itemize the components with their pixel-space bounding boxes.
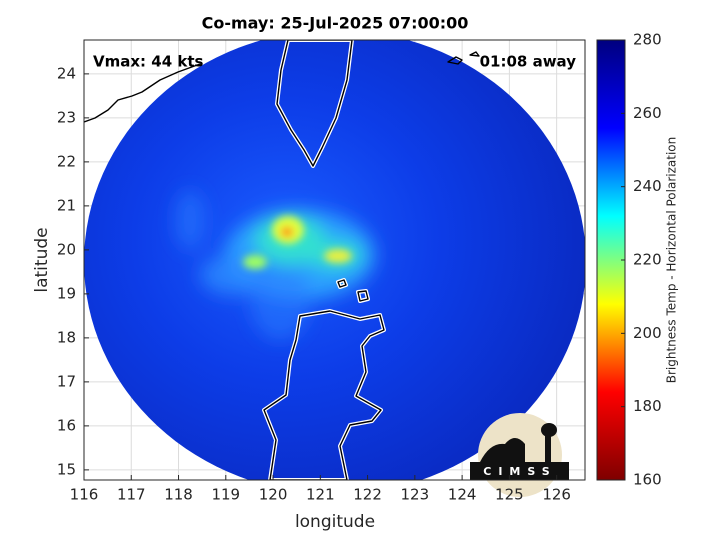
swath <box>84 40 585 480</box>
logo-text: CIMSS <box>483 465 556 478</box>
y-tick-label: 19 <box>57 284 76 302</box>
x-tick-label: 124 <box>448 486 477 504</box>
annotation: Vmax: 44 kts <box>93 53 203 71</box>
y-tick-label: 21 <box>57 196 76 214</box>
y-tick-label: 15 <box>57 460 76 478</box>
colorbar-tick-label: 220 <box>633 251 662 269</box>
x-tick-label: 120 <box>259 486 288 504</box>
coastlines <box>84 40 480 480</box>
chart-title: Co-may: 25-Jul-2025 07:00:00 <box>202 14 469 33</box>
colorbar-tick-label: 260 <box>633 104 662 122</box>
x-tick-label: 116 <box>70 486 99 504</box>
colorbar: 160 180 200 220 240 260 280 <box>596 31 662 489</box>
colorbar-scale <box>596 39 626 481</box>
y-tick-label: 17 <box>57 372 76 390</box>
x-tick-label: 125 <box>495 486 524 504</box>
colorbar-tick-label: 240 <box>633 177 662 195</box>
y-tick-label: 22 <box>57 152 76 170</box>
y-tick-label: 24 <box>57 64 76 82</box>
y-tick-label: 18 <box>57 328 76 346</box>
annotation: 01:08 away <box>480 53 577 71</box>
y-tick-label: 20 <box>57 240 76 258</box>
y-tick-label: 16 <box>57 416 76 434</box>
x-tick-label: 118 <box>164 486 193 504</box>
colorbar-tick-label: 180 <box>633 397 662 415</box>
axes-frame <box>83 39 586 481</box>
y-tick-label: 23 <box>57 108 76 126</box>
logo: CIMSS <box>470 413 569 497</box>
x-axis-label: longitude <box>295 512 375 532</box>
x-tick-label: 126 <box>542 486 571 504</box>
y-axis-label: latitude <box>32 227 52 292</box>
x-tick-label: 119 <box>211 486 240 504</box>
x-tick-label: 117 <box>117 486 146 504</box>
colorbar-tick-label: 280 <box>633 31 662 49</box>
colorbar-tick-label: 200 <box>633 324 662 342</box>
colorbar-tick-label: 160 <box>633 471 662 489</box>
x-tick-label: 121 <box>306 486 335 504</box>
core <box>243 216 352 269</box>
x-tick-label: 123 <box>401 486 430 504</box>
x-tick-label: 122 <box>353 486 382 504</box>
colorbar-label: Brightness Temp - Horizontal Polarizatio… <box>665 137 679 384</box>
convection <box>175 190 375 340</box>
